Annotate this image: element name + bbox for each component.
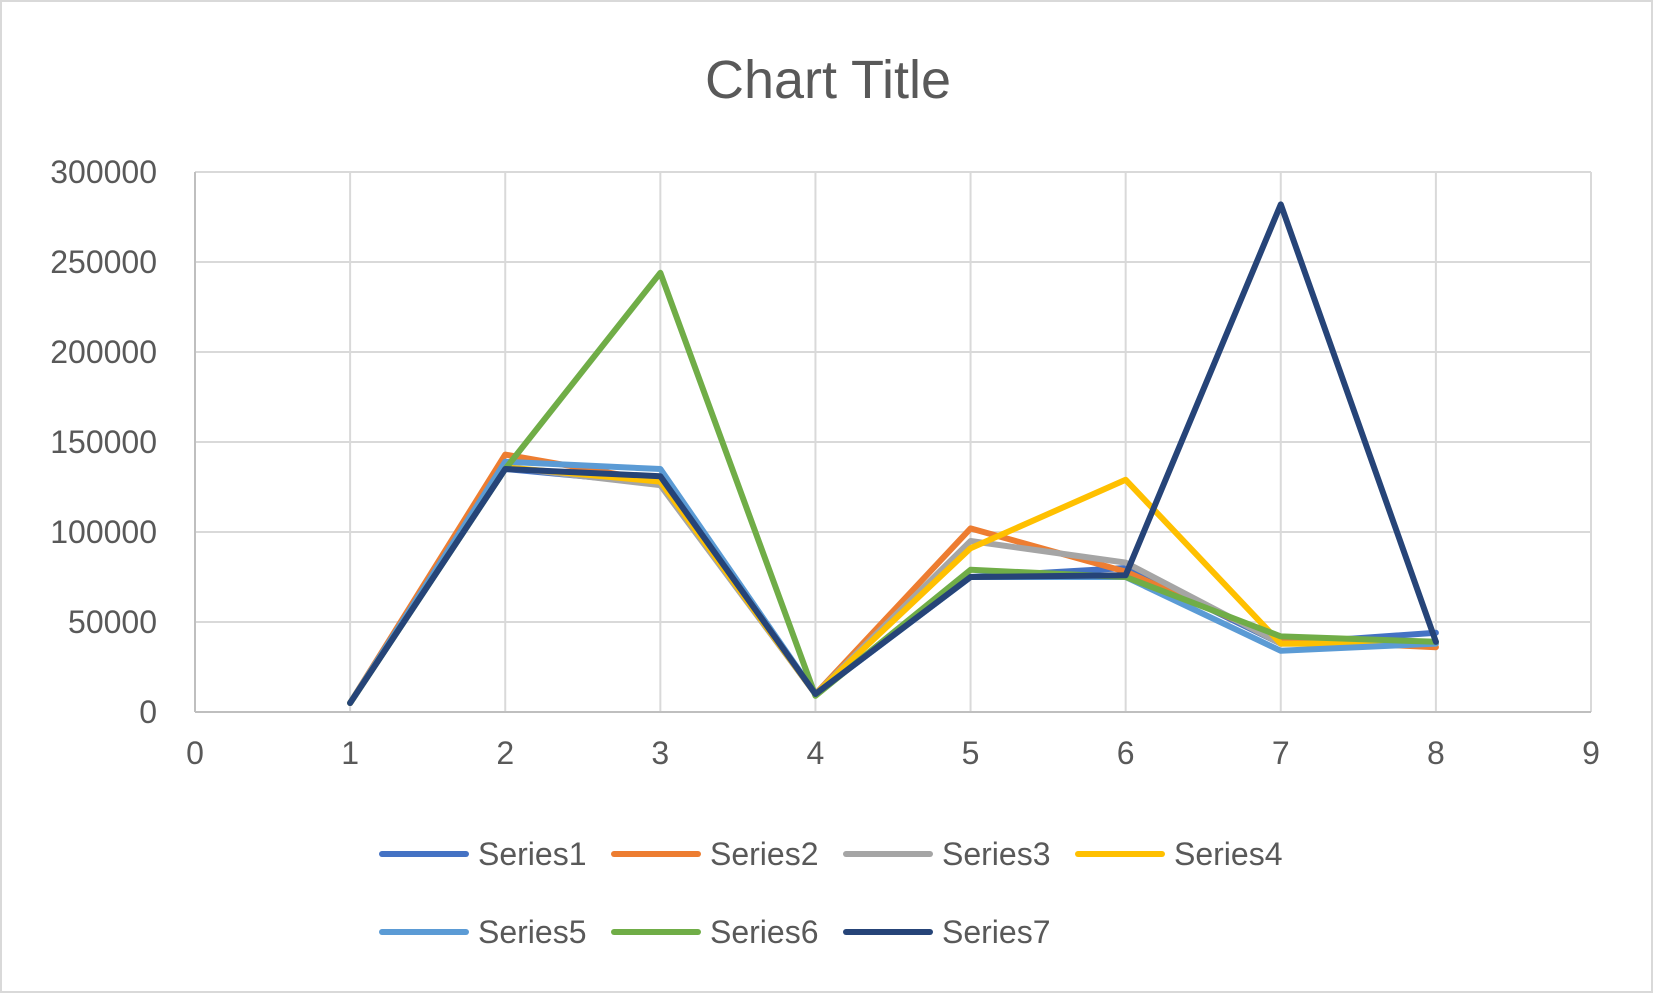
y-tick-label: 150000 (50, 424, 157, 460)
y-tick-label: 50000 (68, 604, 157, 640)
series-line-series5 (347, 458, 1439, 706)
x-tick-label: 9 (1582, 735, 1600, 771)
legend: Series1 Series2 Series3 Series4 Series5 Serie… (379, 836, 1283, 950)
legend-item: Series6 (611, 914, 819, 950)
y-tick-label: 200000 (50, 334, 157, 370)
legend-label: Series4 (1174, 836, 1283, 872)
x-tick-label: 8 (1427, 735, 1445, 771)
legend-label: Series3 (942, 836, 1051, 872)
x-tick-label: 1 (341, 735, 359, 771)
series-line-series2 (347, 451, 1439, 706)
legend-item: Series5 (379, 914, 587, 950)
y-tick-label: 300000 (50, 154, 157, 190)
legend-item: Series1 (379, 836, 587, 872)
series-line-series3 (347, 464, 1439, 706)
series-lines (347, 201, 1439, 706)
legend-item: Series4 (1075, 836, 1283, 872)
legend-item: Series3 (843, 836, 1051, 872)
x-tick-label: 2 (496, 735, 514, 771)
legend-label: Series2 (710, 836, 819, 872)
x-tick-label: 4 (807, 735, 825, 771)
gridlines (195, 171, 1592, 712)
x-tick-label: 0 (186, 735, 204, 771)
legend-label: Series6 (710, 914, 819, 950)
axes: 0 50000 100000 150000 200000 250000 300000 0 1 2 3… (50, 154, 1600, 771)
series-line-series4 (347, 464, 1439, 706)
legend-item: Series2 (611, 836, 819, 872)
series-line-series1 (347, 466, 1439, 706)
legend-label: Series7 (942, 914, 1051, 950)
x-tick-label: 7 (1272, 735, 1290, 771)
x-tick-label: 3 (651, 735, 669, 771)
series-line-series7 (347, 201, 1439, 706)
x-tick-label: 6 (1117, 735, 1135, 771)
x-tick-label: 5 (962, 735, 980, 771)
y-tick-label: 250000 (50, 244, 157, 280)
legend-label: Series1 (478, 836, 587, 872)
y-tick-label: 0 (139, 694, 157, 730)
chart-title: Chart Title (705, 50, 951, 110)
legend-label: Series5 (478, 914, 587, 950)
legend-item: Series7 (843, 914, 1051, 950)
y-tick-label: 100000 (50, 514, 157, 550)
